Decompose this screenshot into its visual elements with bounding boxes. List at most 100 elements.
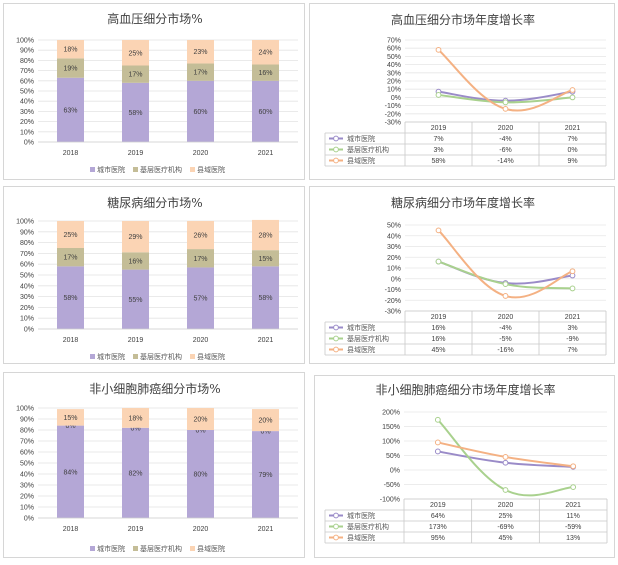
y-tick-label: -30% — [385, 120, 401, 127]
table-value: 11% — [566, 513, 580, 520]
bar-segment — [187, 408, 214, 430]
diabetes-growth-panel: 糖尿病细分市场年度增长率 50% 40% 30% 20% 10% 0% -10% -20% -30… — [309, 186, 615, 364]
table-value: 13% — [566, 535, 580, 542]
bar-segment — [57, 40, 84, 59]
table-value: 16% — [431, 336, 445, 343]
data-label: 0% — [65, 423, 75, 430]
table-value: 9% — [567, 158, 577, 165]
series-marker — [502, 105, 509, 112]
table-series-name: 城市医院 — [347, 134, 375, 143]
data-label: 15% — [63, 415, 77, 422]
series-marker — [502, 99, 509, 106]
chart-title: 糖尿病细分市场% — [107, 195, 202, 210]
y-tick-label: 70% — [20, 68, 34, 75]
table-value: -4% — [499, 325, 511, 332]
hypertension-market-share-panel: 高血压细分市场% 100% 90% 80% 70% 60% 50% 40% 30% 20% 10% 0… — [3, 3, 305, 180]
legend-key-marker — [333, 335, 339, 342]
data-label: 16% — [258, 70, 272, 77]
y-tick-label: 60% — [20, 262, 34, 269]
series-marker — [434, 416, 441, 423]
x-tick-label: 2020 — [498, 502, 514, 509]
series-marker — [435, 92, 442, 98]
legend-swatch — [190, 546, 195, 551]
y-tick-label: 50% — [20, 461, 34, 468]
bar-segment — [252, 219, 279, 251]
table-value: -6% — [499, 147, 511, 154]
data-label: 20% — [258, 418, 272, 425]
table-value: -69% — [497, 524, 513, 531]
data-label: 17% — [193, 70, 207, 77]
y-tick-label: 10% — [387, 266, 401, 273]
series-marker — [502, 293, 509, 299]
series-marker — [502, 487, 509, 493]
data-label: 25% — [63, 232, 77, 239]
data-label: 82% — [128, 470, 142, 477]
data-label: 58% — [128, 110, 142, 117]
series-marker — [434, 439, 441, 446]
bar-segment — [57, 221, 84, 248]
data-label: 25% — [128, 50, 142, 57]
legend-key-marker — [333, 534, 339, 541]
data-label: 17% — [63, 255, 77, 262]
legend-label: 县域医院 — [197, 165, 225, 174]
data-label: 0% — [195, 428, 205, 435]
y-tick-label: 100% — [16, 38, 34, 45]
diabetes-market-share-panel: 糖尿病细分市场% 100% 90% 80% 70% 60% 50% 40% 30% 20% 10% 0… — [3, 186, 305, 364]
x-tick-label: 2021 — [258, 337, 274, 344]
table-value: 7% — [567, 136, 577, 143]
legend-key-marker — [333, 346, 339, 353]
bar-segment — [57, 77, 84, 142]
table-value: 0% — [567, 147, 577, 154]
legend-key-marker — [333, 146, 339, 153]
chart-title: 非小细胞肺癌细分市场% — [89, 381, 220, 396]
y-tick-label: 70% — [387, 38, 401, 45]
x-tick-label: 2020 — [193, 337, 209, 344]
bar-segment — [187, 430, 214, 518]
bar-segment — [122, 269, 149, 329]
y-tick-label: 40% — [387, 62, 401, 69]
y-tick-label: 150% — [382, 424, 400, 431]
x-tick-label: 2021 — [565, 125, 581, 132]
data-label: 23% — [193, 49, 207, 56]
data-label: 15% — [258, 256, 272, 263]
table-value: -59% — [565, 524, 581, 531]
series-marker — [435, 46, 442, 53]
y-tick-label: -30% — [385, 309, 401, 316]
data-label: 60% — [258, 109, 272, 116]
y-tick-label: 10% — [20, 129, 34, 136]
legend-label: 县域医院 — [197, 544, 225, 553]
bar-segment — [122, 40, 149, 66]
table-value: 45% — [431, 347, 445, 354]
data-label: 26% — [193, 233, 207, 240]
y-tick-label: 60% — [20, 78, 34, 85]
table-value: 58% — [431, 158, 445, 165]
table-value: 7% — [433, 136, 443, 143]
legend-swatch — [90, 354, 95, 359]
bar-segment — [187, 63, 214, 81]
table-value: 173% — [429, 524, 447, 531]
data-label: 58% — [63, 295, 77, 302]
table-value: 7% — [567, 347, 577, 354]
x-tick-label: 2021 — [565, 314, 581, 321]
data-label: 0% — [130, 425, 140, 432]
x-tick-label: 2019 — [128, 526, 144, 533]
x-tick-label: 2019 — [431, 314, 447, 321]
series-marker — [569, 87, 576, 93]
table-series-name: 城市医院 — [347, 323, 375, 332]
table-series-name: 基层医疗机构 — [347, 145, 389, 154]
bar-segment — [187, 221, 214, 250]
y-tick-label: 100% — [382, 439, 400, 446]
table-value: 45% — [498, 535, 512, 542]
y-tick-label: 100% — [16, 219, 34, 226]
y-tick-label: 80% — [20, 240, 34, 247]
series-marker — [569, 94, 576, 101]
y-tick-label: -20% — [385, 298, 401, 305]
table-series-name: 基层医疗机构 — [347, 522, 389, 531]
data-label: 16% — [128, 258, 142, 265]
diabetes-market-share-chart: 糖尿病细分市场% 100% 90% 80% 70% 60% 50% 40% 30% 20% 10% 0… — [16, 195, 298, 361]
bar-segment — [57, 425, 84, 518]
y-tick-label: 20% — [387, 79, 401, 86]
y-tick-label: 80% — [20, 58, 34, 65]
hypertension-growth-panel: 高血压细分市场年度增长率 70% 60% 50% 40% 30% 20% 10% 0% -10% -… — [309, 3, 615, 180]
legend-label: 基层医疗机构 — [140, 352, 182, 361]
